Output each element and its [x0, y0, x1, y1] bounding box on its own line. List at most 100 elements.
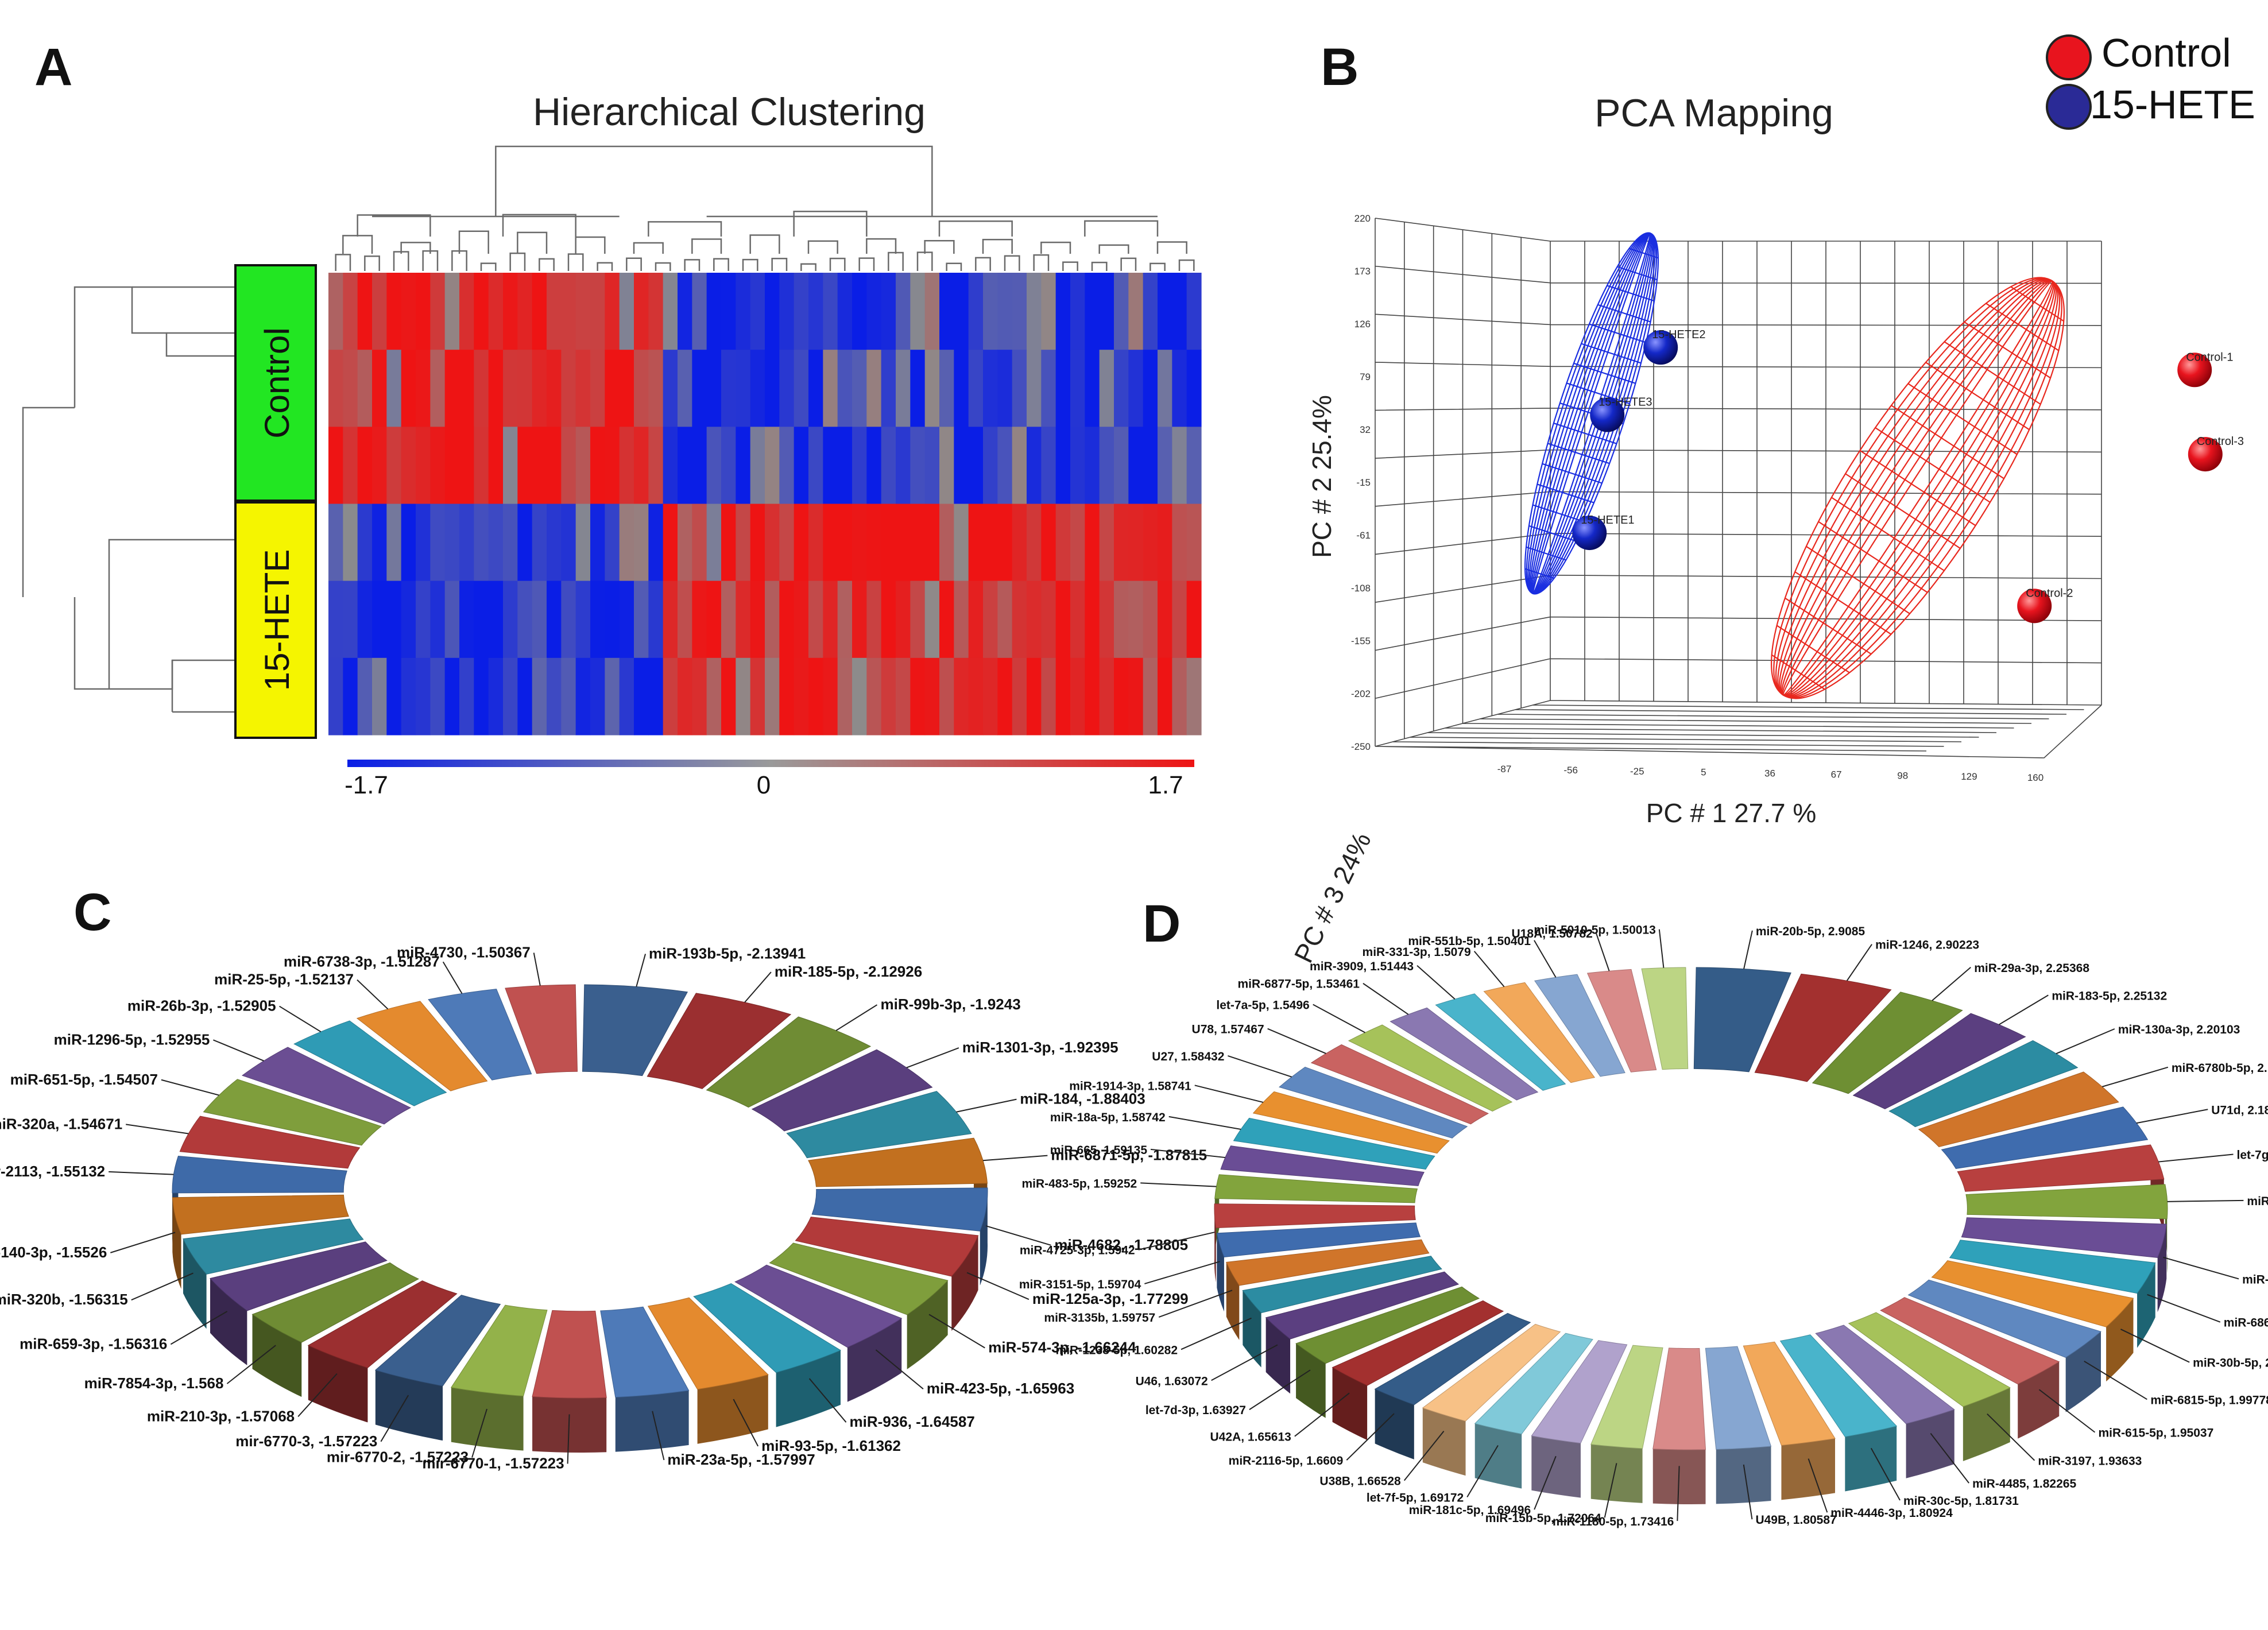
heatmap-cell: [939, 427, 954, 505]
pca-ellipses: [1524, 232, 2065, 699]
pie-slice-label: miR-3909, 1.51443: [1310, 960, 1414, 973]
pie-chart-d: miR-20b-5p, 2.9085 miR-1246, 2.90223 miR-2…: [1019, 924, 2268, 1528]
pie-slice: [450, 1304, 548, 1397]
pie-slice-label: miR-6815-5p, 1.99778: [2150, 1393, 2268, 1407]
heatmap-cell: [1070, 427, 1085, 505]
pie-slice-side: [615, 1390, 689, 1452]
heatmap-cell: [1055, 350, 1071, 427]
pca-ellipse-15-hete-parallel: [1617, 266, 1658, 281]
pca-ellipse-15-hete-parallel: [1532, 504, 1586, 523]
heatmap-cell: [459, 273, 474, 350]
heatmap-cell: [1172, 350, 1187, 427]
heatmap-cell: [997, 657, 1013, 735]
heatmap-cell: [968, 273, 984, 350]
pie-leader-line: [636, 954, 647, 987]
heatmap-cell: [474, 580, 489, 659]
heatmap-cell: [924, 504, 940, 582]
heatmap-cell: [750, 504, 765, 582]
pie-leader-line: [131, 1272, 193, 1301]
heatmap-cell: [721, 580, 736, 659]
heatmap-cell: [663, 273, 678, 350]
heatmap-cell: [896, 504, 911, 582]
heatmap-cell: [547, 657, 562, 735]
pca-ellipse-15-hete-parallel: [1566, 382, 1630, 404]
heatmap-cell: [881, 657, 896, 735]
heatmap-cell: [343, 580, 358, 659]
pie-leader-line: [733, 1399, 759, 1447]
pca-y-tick-label: 79: [1360, 371, 1371, 382]
heatmap-cell: [488, 657, 504, 735]
pie-leader-line: [1403, 1430, 1445, 1481]
pie-leader-line: [170, 1311, 228, 1345]
heatmap-cell: [983, 504, 998, 582]
pie-slice-label: miR-26b-3p, -1.52905: [127, 997, 276, 1015]
pie-slice-label: miR-665, 1.59135: [1050, 1144, 1148, 1157]
pie-leader-line: [226, 1345, 276, 1384]
heatmap-cell: [416, 657, 431, 735]
heatmap-cell: [721, 657, 736, 735]
heatmap-cell: [416, 580, 431, 659]
heatmap-cell: [634, 273, 649, 350]
pie-slice-label: miR-4731-5p, 2.15909: [2247, 1195, 2268, 1208]
heatmap-cell: [954, 427, 969, 505]
pie-leader-line: [835, 1004, 878, 1031]
pie-slice-label: U46, 1.63072: [1136, 1375, 1208, 1388]
heatmap-cell: [503, 657, 518, 735]
pie-slice: [203, 1079, 382, 1146]
heatmap-cell: [503, 504, 518, 582]
pie-leader-line: [1466, 1445, 1499, 1497]
pca-point: [1572, 516, 1607, 551]
pie-slice-label: miR-18a-5p, 1.58742: [1050, 1111, 1166, 1124]
pie-slice: [172, 1194, 349, 1235]
heatmap-cell: [794, 504, 809, 582]
heatmap-cell: [619, 657, 634, 735]
heatmap-cell: [896, 273, 911, 350]
pca-point-label: 15-HETE1: [1581, 514, 1634, 526]
heatmap-cell: [619, 273, 634, 350]
pca-grid-lines: [1375, 218, 2102, 758]
pie-leader-line: [985, 1225, 1051, 1246]
heatmap-cell: [474, 273, 489, 350]
pie-leader-line: [1658, 929, 1665, 968]
heatmap-cell: [983, 350, 998, 427]
heatmap-cell: [430, 273, 446, 350]
heatmap-cell: [328, 350, 343, 427]
heatmap-cell: [678, 273, 692, 350]
pie-slice-side: [847, 1318, 902, 1402]
heatmap-cell: [1114, 427, 1129, 505]
pie-slice-label: miR-331-3p, 1.5079: [1363, 946, 1471, 959]
heatmap-cell: [357, 350, 373, 427]
heatmap-cell: [779, 427, 795, 505]
pie-leader-line: [928, 1314, 985, 1349]
heatmap-cell: [997, 427, 1013, 505]
pie-slice: [1957, 1144, 2165, 1192]
heatmap-cell: [575, 350, 591, 427]
pie-slice: [795, 1217, 979, 1277]
heatmap-cell: [1158, 350, 1172, 427]
heatmap-cell: [561, 580, 576, 659]
heatmap-cell: [532, 350, 547, 427]
heatmap-cell: [779, 504, 795, 582]
heatmap-cell: [1158, 657, 1172, 735]
pie-leader-line: [1870, 1447, 1901, 1501]
heatmap-cell: [823, 427, 838, 505]
heatmap-cell: [823, 273, 838, 350]
pie-slice: [1641, 967, 1689, 1070]
heatmap-cell: [808, 427, 823, 505]
pie-slice-label: miR-181c-5p, 1.69496: [1409, 1504, 1531, 1517]
heatmap-cell: [837, 580, 853, 659]
heatmap-cell: [808, 657, 823, 735]
pie-slice: [1220, 1145, 1425, 1186]
heatmap-cell: [736, 273, 751, 350]
pca-ellipse-control-parallel: [1964, 321, 2051, 379]
heatmap-cell: [401, 580, 416, 659]
heatmap-cell: [1012, 273, 1027, 350]
pie-slice-label: miR-30c-5p, 1.81731: [1903, 1495, 2019, 1508]
pie-slice-side: [1590, 1444, 1643, 1503]
pie-leader-line: [1194, 1085, 1264, 1103]
pie-slice: [1279, 1066, 1468, 1139]
heatmap-cell: [648, 427, 664, 505]
heatmap-cell: [794, 580, 809, 659]
pie-slice-side: [1963, 1387, 2010, 1461]
